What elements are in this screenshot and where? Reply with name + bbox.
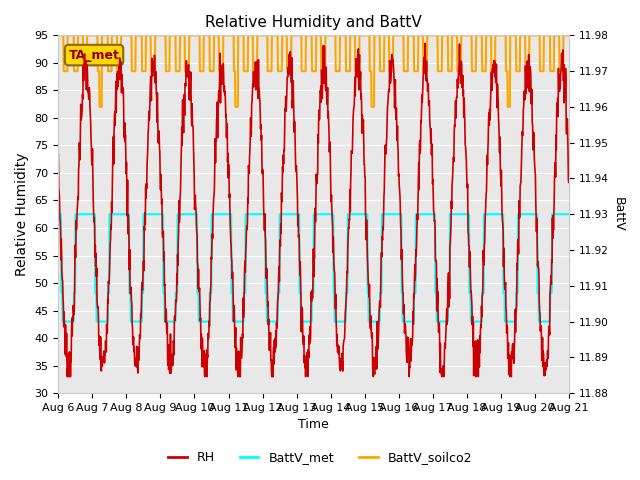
Text: TA_met: TA_met bbox=[68, 48, 120, 61]
Legend: RH, BattV_met, BattV_soilco2: RH, BattV_met, BattV_soilco2 bbox=[163, 446, 477, 469]
Y-axis label: Relative Humidity: Relative Humidity bbox=[15, 153, 29, 276]
Y-axis label: BattV: BattV bbox=[612, 197, 625, 231]
Title: Relative Humidity and BattV: Relative Humidity and BattV bbox=[205, 15, 422, 30]
X-axis label: Time: Time bbox=[298, 419, 329, 432]
